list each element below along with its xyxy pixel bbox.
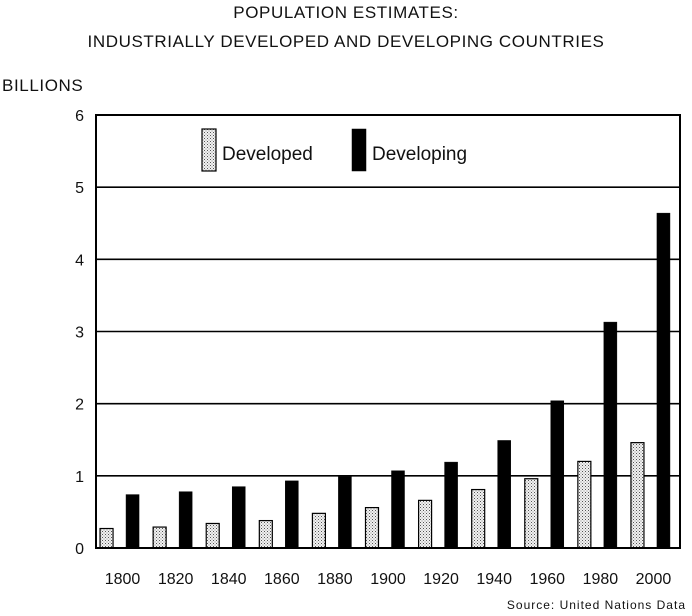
developing-bar-1800 <box>125 494 140 549</box>
developing-bar-1820 <box>178 491 193 549</box>
developing-legend-label: Developing <box>372 144 467 165</box>
developing-bar-1940 <box>497 440 511 549</box>
x-tick-label: 1800 <box>105 571 141 588</box>
y-tick-labels: 0 1 2 3 4 5 6 <box>75 108 84 558</box>
developed-bar-1840 <box>205 522 220 549</box>
y-axis-unit-label: BILLIONS <box>2 76 84 95</box>
x-tick-label: 1840 <box>211 571 247 588</box>
x-tick-labels: 1800 1820 1840 1860 1880 1900 1920 1940 1960 1980… <box>105 571 672 588</box>
developing-bar-1920 <box>444 461 458 549</box>
y-tick-label: 3 <box>75 325 84 342</box>
developed-bar-1800 <box>99 527 114 549</box>
developed-bar-1880 <box>311 512 327 549</box>
plot-frame <box>95 114 681 549</box>
x-tick-label: 1980 <box>583 571 619 588</box>
developed-bar-2000 <box>630 442 645 549</box>
developing-bar-1900 <box>391 470 405 549</box>
grid-lines <box>96 186 680 477</box>
developed-bar-1820 <box>152 526 167 549</box>
developing-bar-1960 <box>550 400 565 549</box>
x-tick-label: 2000 <box>636 571 672 588</box>
y-tick-label: 2 <box>75 397 84 414</box>
x-tick-label: 1820 <box>158 571 194 588</box>
developing-bar-1880 <box>338 476 352 549</box>
developing-bar-1860 <box>285 480 299 549</box>
y-tick-label: 0 <box>75 541 84 558</box>
x-tick-label: 1920 <box>423 571 459 588</box>
developing-bar-1840 <box>231 486 246 549</box>
developed-bar-1920 <box>417 499 433 549</box>
chart-subtitle: INDUSTRIALLY DEVELOPED AND DEVELOPING CO… <box>87 32 605 51</box>
developing-bar-2000 <box>656 212 671 549</box>
developing-bar-1980 <box>603 321 618 549</box>
source-note: Source: United Nations Data <box>506 598 686 612</box>
chart-title-block: POPULATION ESTIMATES: INDUSTRIALLY DEVEL… <box>0 0 692 53</box>
developed-bar-1860 <box>258 519 273 549</box>
bars <box>99 212 671 549</box>
developed-bar-1960 <box>524 478 539 549</box>
x-tick-label: 1960 <box>529 571 565 588</box>
developed-legend-swatch <box>201 128 217 172</box>
x-tick-label: 1860 <box>264 571 300 588</box>
x-tick-label: 1880 <box>317 571 353 588</box>
y-tick-label: 6 <box>75 108 84 125</box>
legend: Developed Developing <box>201 128 467 172</box>
y-tick-label: 4 <box>75 252 84 269</box>
y-tick-label: 5 <box>75 180 84 197</box>
developed-legend-label: Developed <box>222 144 313 165</box>
developing-legend-swatch <box>351 128 367 172</box>
developed-bar-1980 <box>577 460 592 549</box>
chart-title: POPULATION ESTIMATES: <box>233 3 459 22</box>
y-tick-label: 1 <box>75 469 84 486</box>
developed-bar-1940 <box>471 488 486 549</box>
x-tick-label: 1940 <box>476 571 512 588</box>
developed-bar-1900 <box>364 506 380 549</box>
x-tick-label: 1900 <box>370 571 406 588</box>
